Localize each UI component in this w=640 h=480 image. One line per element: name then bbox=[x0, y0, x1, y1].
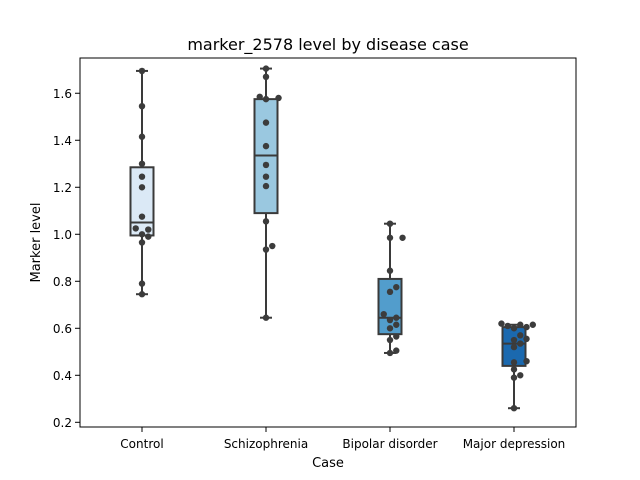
data-point bbox=[262, 142, 270, 150]
data-point bbox=[145, 233, 152, 240]
data-point bbox=[138, 102, 146, 110]
x-tick-label: Bipolar disorder bbox=[342, 437, 437, 451]
data-point bbox=[262, 73, 270, 81]
y-tick-label: 1.2 bbox=[53, 181, 72, 195]
data-point bbox=[262, 246, 270, 253]
data-point bbox=[262, 182, 270, 190]
data-point bbox=[386, 220, 394, 227]
data-point bbox=[393, 314, 400, 321]
data-point bbox=[262, 65, 270, 72]
data-point bbox=[138, 231, 146, 238]
plot-area bbox=[129, 65, 537, 412]
data-point bbox=[523, 357, 530, 365]
data-point bbox=[138, 213, 146, 220]
data-point bbox=[138, 160, 146, 167]
data-point bbox=[138, 239, 146, 246]
data-point bbox=[386, 316, 394, 324]
box-group-4 bbox=[498, 320, 537, 412]
data-point bbox=[262, 314, 270, 321]
data-point bbox=[132, 225, 139, 232]
data-point bbox=[517, 321, 524, 328]
box-group-3 bbox=[377, 220, 406, 357]
data-point bbox=[386, 234, 394, 241]
data-point bbox=[262, 161, 270, 169]
data-point bbox=[262, 95, 270, 103]
data-point bbox=[386, 325, 394, 332]
data-point bbox=[380, 310, 387, 318]
plot-frame bbox=[79, 57, 577, 428]
data-point bbox=[523, 323, 530, 331]
y-tick-label: 0.4 bbox=[53, 369, 72, 383]
y-axis: 0.2 0.4 0.6 0.8 1.0 1.2 1.4 1.6 bbox=[53, 87, 80, 430]
data-point bbox=[138, 67, 146, 75]
data-point bbox=[269, 242, 276, 250]
data-point bbox=[529, 321, 537, 328]
data-point bbox=[504, 322, 511, 330]
data-point bbox=[498, 320, 505, 327]
data-point bbox=[386, 288, 394, 296]
y-tick-label: 0.6 bbox=[53, 322, 72, 336]
data-point bbox=[138, 173, 146, 180]
data-point bbox=[262, 173, 270, 180]
data-point bbox=[510, 374, 518, 381]
y-tick-label: 0.2 bbox=[53, 416, 72, 430]
data-point bbox=[386, 349, 394, 357]
y-tick-label: 1.0 bbox=[53, 228, 72, 242]
data-point bbox=[275, 94, 282, 102]
data-point bbox=[517, 332, 524, 339]
data-point bbox=[510, 325, 518, 332]
data-point bbox=[393, 333, 400, 340]
y-tick-label: 1.4 bbox=[53, 134, 72, 148]
x-axis: Control Schizophrenia Bipolar disorder Majo… bbox=[120, 427, 565, 451]
data-point bbox=[510, 343, 518, 351]
y-tick-label: 0.8 bbox=[53, 275, 72, 289]
x-tick-label: Control bbox=[120, 437, 163, 451]
x-axis-label: Case bbox=[312, 456, 344, 471]
y-tick-label: 1.6 bbox=[53, 87, 72, 101]
data-point bbox=[523, 335, 530, 343]
x-tick-label: Major depression bbox=[463, 437, 566, 451]
data-point bbox=[517, 372, 524, 379]
data-point bbox=[393, 321, 400, 328]
data-point bbox=[386, 336, 394, 344]
data-point bbox=[399, 234, 406, 241]
data-point bbox=[393, 347, 400, 354]
data-point bbox=[510, 336, 518, 344]
chart-title: marker_2578 level by disease case bbox=[187, 35, 468, 55]
data-point bbox=[138, 133, 146, 140]
data-point bbox=[393, 283, 400, 291]
box-group-2 bbox=[253, 65, 282, 321]
data-point bbox=[510, 366, 518, 373]
data-point bbox=[262, 218, 270, 225]
y-axis-label: Marker level bbox=[29, 203, 44, 283]
data-point bbox=[138, 291, 146, 298]
data-point bbox=[256, 93, 263, 100]
data-point bbox=[145, 226, 152, 233]
data-point bbox=[510, 404, 518, 412]
data-point bbox=[517, 340, 524, 347]
data-point bbox=[138, 184, 146, 191]
x-tick-label: Schizophrenia bbox=[224, 437, 308, 451]
data-point bbox=[510, 359, 518, 366]
data-point bbox=[262, 119, 270, 126]
data-point bbox=[386, 267, 394, 274]
box-group-1 bbox=[129, 67, 155, 298]
data-point bbox=[138, 280, 146, 287]
